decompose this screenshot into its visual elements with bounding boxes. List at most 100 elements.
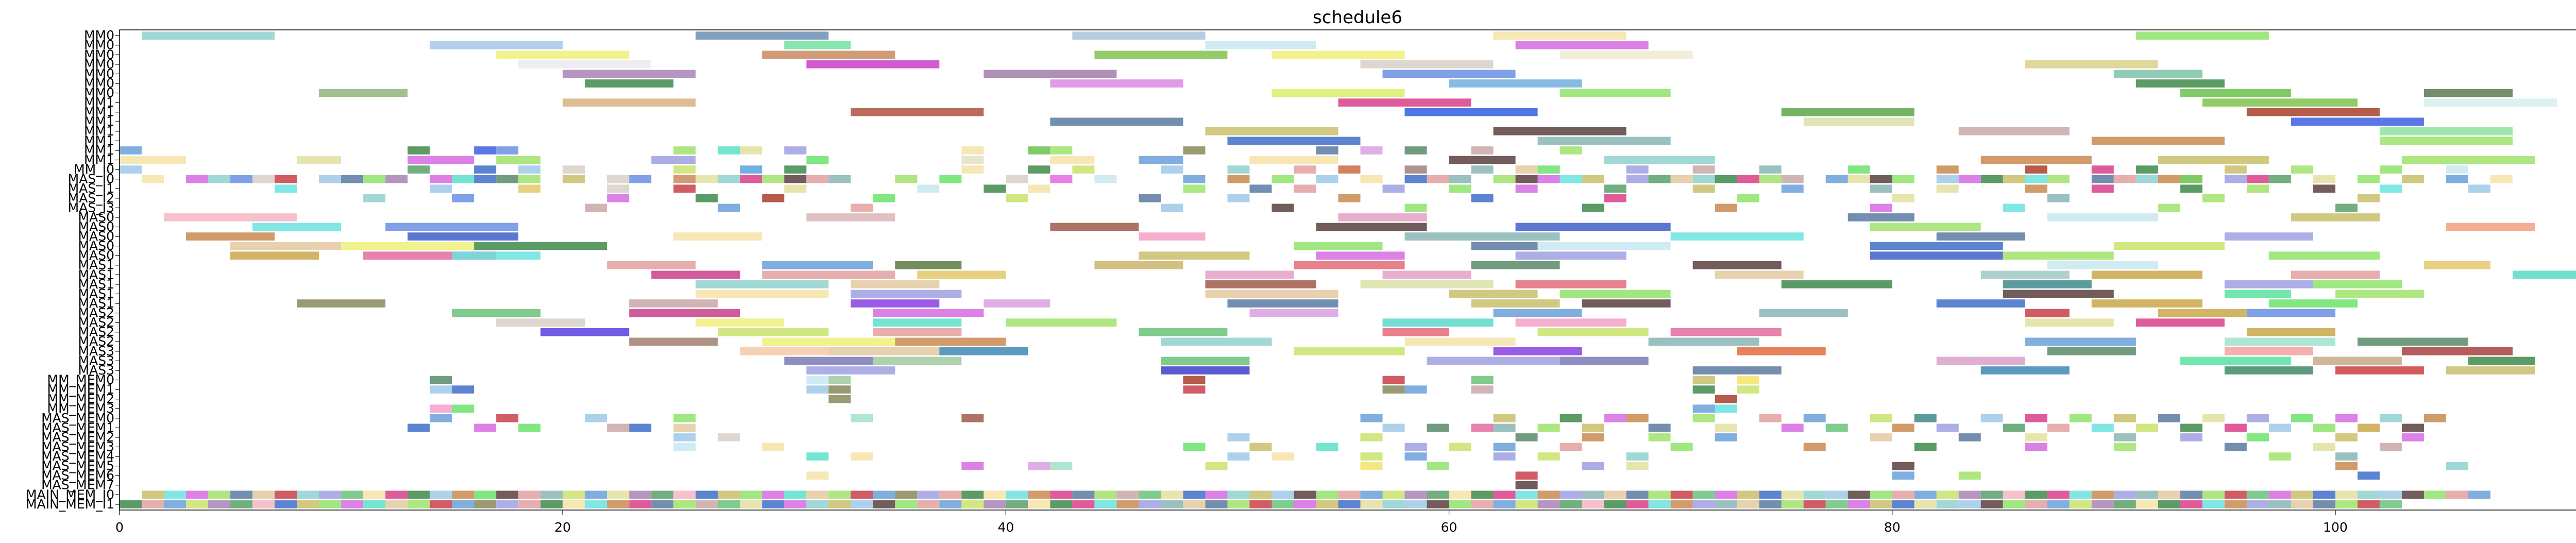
task-bar bbox=[1560, 146, 1582, 155]
task-bar bbox=[740, 146, 762, 155]
task-bar bbox=[2180, 175, 2202, 183]
task-bar bbox=[1892, 175, 1914, 183]
task-bar bbox=[585, 203, 607, 212]
task-bar bbox=[1338, 165, 1361, 174]
task-bar bbox=[430, 500, 452, 508]
task-bar bbox=[452, 309, 541, 317]
task-bar bbox=[1449, 490, 1471, 499]
task-bar bbox=[873, 194, 895, 202]
task-bar bbox=[673, 500, 696, 508]
task-bar bbox=[696, 290, 829, 298]
task-bar bbox=[1980, 156, 2092, 164]
task-bar bbox=[518, 423, 541, 432]
task-bar bbox=[607, 490, 630, 499]
task-bar bbox=[385, 223, 519, 231]
task-bar bbox=[2291, 490, 2313, 499]
task-bar bbox=[1294, 165, 1316, 174]
task-bar bbox=[474, 423, 497, 432]
y-axis-labels: MM0MM0MM0MM0MM0MM0MM0MM1MM1MM1MM1MM1MM1M… bbox=[26, 28, 120, 512]
task-bar bbox=[1582, 203, 1604, 212]
task-bar bbox=[2047, 500, 2070, 508]
task-bar bbox=[186, 490, 209, 499]
task-bar bbox=[2180, 500, 2202, 508]
task-bar bbox=[585, 414, 607, 422]
task-bar bbox=[806, 452, 829, 461]
task-bar bbox=[2025, 337, 2136, 346]
y-tick-label: MM_MEM2 bbox=[47, 392, 114, 406]
task-bar bbox=[2268, 299, 2358, 308]
task-bar bbox=[1094, 500, 1117, 508]
task-bar bbox=[2446, 366, 2535, 375]
task-bar bbox=[2379, 165, 2402, 174]
task-bar bbox=[1360, 280, 1494, 289]
task-bar bbox=[2136, 500, 2158, 508]
task-bar bbox=[1759, 309, 1848, 317]
task-bar bbox=[120, 146, 142, 155]
task-bar bbox=[762, 194, 785, 202]
y-tick-label: MAS_MEM1 bbox=[41, 420, 114, 435]
task-bar bbox=[1692, 414, 1715, 422]
task-bar bbox=[784, 490, 807, 499]
task-bar bbox=[1803, 117, 1914, 126]
task-bar bbox=[186, 500, 209, 508]
task-bar bbox=[1050, 223, 1139, 231]
task-bar bbox=[1737, 175, 1759, 183]
task-bar bbox=[1050, 500, 1073, 508]
task-bar bbox=[2268, 423, 2291, 432]
y-tick-label: MM0 bbox=[84, 76, 114, 91]
task-bar bbox=[2335, 490, 2358, 499]
task-bar bbox=[1139, 490, 1161, 499]
task-bar bbox=[2025, 318, 2114, 327]
task-bar bbox=[2468, 357, 2535, 365]
task-bar bbox=[1781, 500, 1804, 508]
task-bar bbox=[851, 203, 873, 212]
task-bar bbox=[452, 251, 541, 260]
task-bar bbox=[1094, 50, 1228, 59]
task-bar bbox=[2158, 309, 2247, 317]
task-bar bbox=[385, 500, 408, 508]
task-bar bbox=[1515, 223, 1671, 231]
task-bar bbox=[2335, 462, 2358, 470]
task-bar bbox=[895, 500, 918, 508]
task-bar bbox=[2313, 184, 2335, 193]
task-bar bbox=[629, 309, 740, 317]
task-bar bbox=[2136, 490, 2158, 499]
task-bar bbox=[1848, 490, 1870, 499]
task-bar bbox=[430, 490, 452, 499]
task-bar bbox=[1737, 194, 1759, 202]
y-tick-label: MAS_I3 bbox=[68, 200, 114, 215]
task-bar bbox=[1626, 462, 1649, 470]
task-bar bbox=[2335, 414, 2358, 422]
task-bar bbox=[1360, 175, 1383, 183]
task-bar bbox=[1404, 443, 1427, 451]
task-bar bbox=[806, 60, 940, 69]
task-bar bbox=[851, 299, 940, 308]
task-bar bbox=[2468, 490, 2490, 499]
task-bar bbox=[1737, 500, 1759, 508]
task-bar bbox=[1404, 175, 1427, 183]
task-bar bbox=[1227, 175, 1250, 183]
task-bar bbox=[1870, 500, 1892, 508]
task-bar bbox=[1560, 490, 1582, 499]
task-bar bbox=[1471, 299, 1560, 308]
task-bar bbox=[651, 500, 674, 508]
y-tick-label: MM1 bbox=[84, 152, 114, 167]
task-bar bbox=[1958, 471, 1981, 480]
task-bar bbox=[2401, 156, 2535, 164]
task-bar bbox=[1958, 500, 1981, 508]
task-bar bbox=[1227, 500, 1250, 508]
task-bar bbox=[2091, 165, 2114, 174]
task-bar bbox=[1670, 232, 1804, 241]
task-bar bbox=[2357, 337, 2468, 346]
task-bar bbox=[474, 175, 497, 183]
task-bar bbox=[1493, 347, 1582, 355]
task-bar bbox=[2490, 175, 2513, 183]
task-bar bbox=[275, 175, 297, 183]
task-bar bbox=[1560, 50, 1693, 59]
task-bar bbox=[651, 156, 696, 164]
task-bar bbox=[2379, 500, 2402, 508]
task-bar bbox=[1737, 347, 1826, 355]
task-bar bbox=[607, 194, 630, 202]
task-bar bbox=[2357, 500, 2380, 508]
task-bar bbox=[1515, 481, 1538, 489]
